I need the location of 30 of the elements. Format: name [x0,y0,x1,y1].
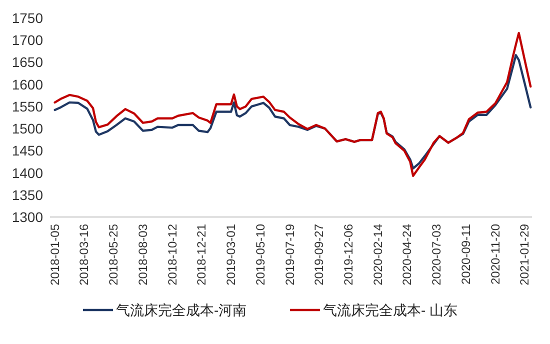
x-tick-label: 2020-09-11 [458,224,473,284]
legend-label: 气流床完全成本-河南 [116,302,247,318]
x-tick-label: 2020-07-03 [430,224,444,286]
x-tick-label: 2019-05-10 [253,224,268,286]
x-tick-label: 2019-07-19 [282,224,297,286]
x-tick-label: 2018-01-05 [48,224,62,286]
x-tick-label: 2018-10-12 [165,224,180,286]
x-tick-label: 2020-02-14 [370,224,385,286]
x-tick-label: 2018-08-03 [136,224,150,286]
x-tick-label: 2020-11-20 [488,224,502,284]
x-tick-label: 2019-09-27 [312,224,326,286]
y-tick-label: 1450 [12,142,44,159]
y-tick-label: 1300 [12,209,44,225]
x-tick-label: 2019-03-01 [224,224,238,286]
y-tick-label: 1650 [12,54,44,70]
line-series [54,32,532,177]
x-tick-label: 2018-05-25 [106,224,121,286]
x-tick-label: 2019-12-06 [342,224,356,286]
x-tick-label: 2018-03-16 [77,224,92,286]
y-tick-label: 1500 [12,120,44,137]
x-tick-label: 2021-01-29 [518,224,532,286]
y-tick-label: 1400 [12,164,44,181]
y-tick-label: 1350 [12,186,44,203]
y-tick-label: 1750 [12,10,44,26]
x-tick-label: 2018-12-21 [194,224,209,286]
y-tick-label: 1700 [12,32,44,48]
legend-label: 气流床完全成本- 山东 [323,302,458,318]
y-tick-label: 1600 [12,76,44,92]
x-tick-label: 2020-04-24 [400,224,414,286]
y-tick-label: 1550 [12,98,44,114]
